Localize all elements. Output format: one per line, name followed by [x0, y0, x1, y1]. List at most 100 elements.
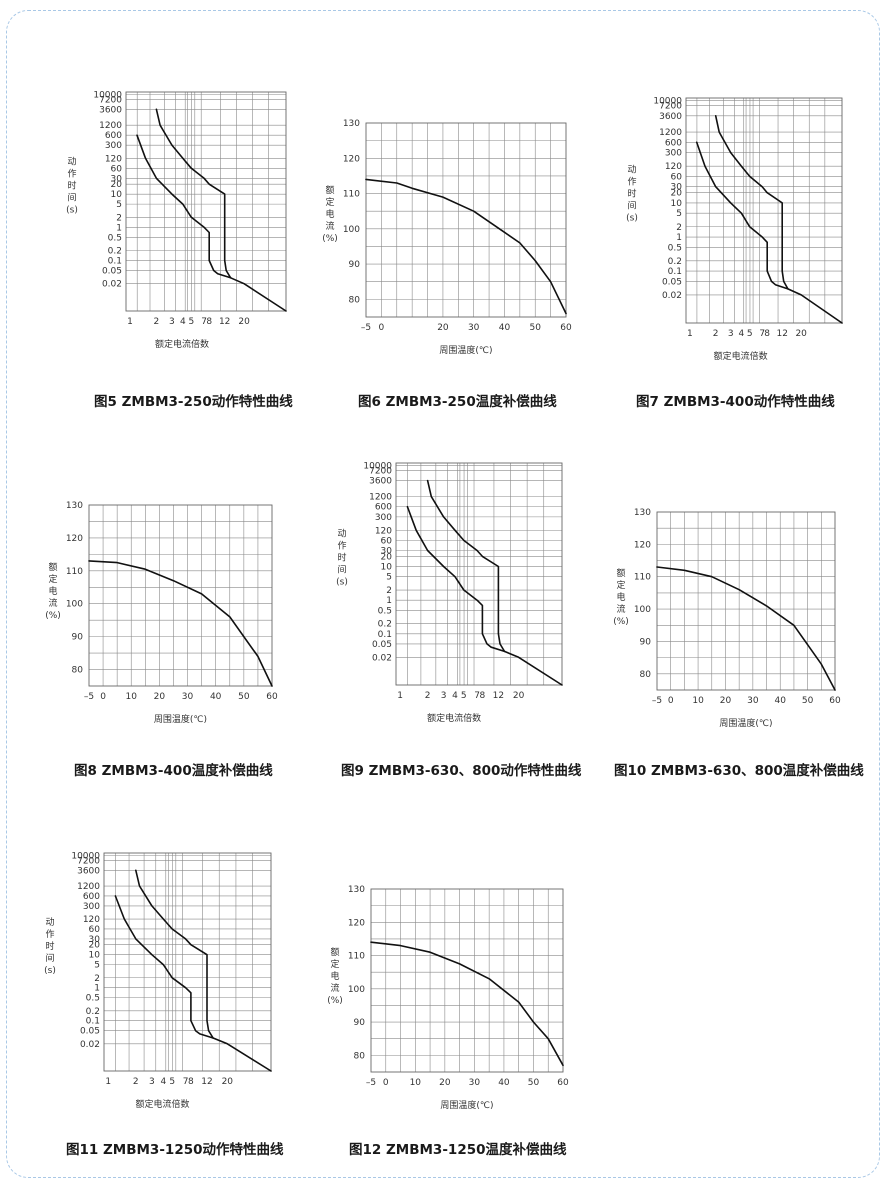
fig9-ytick: 300	[375, 513, 392, 523]
fig5-series-1	[136, 134, 232, 279]
fig5-ytick: 2	[116, 213, 122, 223]
fig5-chart: 10000720036001200600300120603020105210.5…	[66, 91, 293, 410]
fig7-xtick: 7	[759, 329, 765, 339]
fig9-plot-frame	[395, 462, 563, 686]
fig7-xtick: 2	[713, 329, 719, 339]
fig11-ytick: 0.05	[80, 1027, 100, 1037]
fig5-xtick: 20	[238, 317, 250, 327]
fig5-ylabel: (s)	[66, 205, 78, 215]
fig9-ytick: 5	[386, 573, 392, 583]
fig11-ytick: 30	[89, 935, 101, 945]
fig8-ytick: 100	[66, 600, 83, 610]
fig7-xtick: 1	[687, 329, 693, 339]
fig11-ytick: 120	[83, 915, 100, 925]
fig12-chart: 130 120 110 100 90 80 –5 0 10 20 30 40 50 60 周围温度(℃) 额定…	[327, 885, 569, 1158]
fig11-ytick: 2	[94, 974, 100, 984]
fig9-ytick: 1	[386, 596, 392, 606]
fig6-xtick: 0	[379, 323, 385, 333]
fig12-plot-frame	[370, 888, 564, 1073]
fig7-ylabel: 时	[627, 187, 636, 199]
fig10-ylabel: 额	[616, 567, 625, 579]
fig5-ytick: 0.1	[108, 256, 122, 266]
fig12-series-0	[370, 941, 564, 1067]
fig12-ytick: 130	[348, 885, 365, 895]
fig5-ylabel: 间	[67, 191, 76, 203]
fig11-ylabel: 作	[45, 928, 54, 940]
fig6-ytick: 100	[343, 225, 360, 235]
fig7-ytick: 60	[671, 172, 683, 182]
fig11-xtick: 2	[133, 1077, 139, 1087]
fig12-ylabel: 定	[330, 958, 339, 970]
fig12-ytick: 100	[348, 985, 365, 995]
fig8-series-0	[88, 560, 273, 687]
fig9-ytick: 0.1	[378, 630, 392, 640]
fig5-xtick: 2	[154, 317, 160, 327]
fig10-chart: 130 120 110 100 90 80 –5 0 10 20 30 40 50 60 周围温度(℃) 额定…	[613, 508, 864, 779]
fig6-xtick: 50	[530, 323, 542, 333]
fig12-xlabel: 周围温度(℃)	[440, 1099, 493, 1111]
fig12-caption: 图12 ZMBM3-1250温度补偿曲线	[349, 1141, 567, 1158]
fig11-series-0	[135, 869, 272, 1072]
fig11-xtick: 1	[105, 1077, 111, 1087]
fig6-ytick: 110	[343, 190, 360, 200]
fig7-ytick: 10000	[653, 97, 682, 107]
fig5-ytick: 0.2	[108, 246, 122, 256]
fig8-xtick: 10	[126, 692, 138, 702]
fig5-ytick: 7200	[99, 95, 122, 105]
fig5-ylabel: 动	[67, 156, 76, 167]
fig9-xtick: 3	[441, 691, 447, 701]
fig7-ytick: 7200	[659, 102, 682, 112]
fig12-xtick: 30	[469, 1078, 481, 1088]
fig6-chart: 130 120 110 100 90 80 –5 0 20 30 40 50 60 周围温度(℃) 额定电流…	[322, 119, 572, 410]
fig7-ylabel: (s)	[626, 213, 638, 223]
fig12-xtick: 40	[498, 1078, 510, 1088]
fig8-ytick: 120	[66, 534, 83, 544]
fig10-xtick: 0	[668, 696, 674, 706]
fig10-xtick: 30	[747, 696, 759, 706]
fig9-xtick: 4	[452, 691, 458, 701]
fig9-ytick: 120	[375, 526, 392, 536]
fig6-ylabel: 电	[325, 208, 334, 220]
fig7-series-1	[695, 141, 789, 290]
fig6-series-0	[365, 178, 567, 315]
fig7-ytick: 3600	[659, 112, 682, 122]
fig5-plot-frame	[125, 91, 287, 312]
fig12-ylabel: (%)	[327, 996, 343, 1006]
fig8-xlabel: 周围温度(℃)	[154, 713, 207, 725]
fig8-ytick: 90	[72, 633, 84, 643]
fig10-series-0	[656, 566, 836, 691]
fig9-ytick: 0.2	[378, 620, 392, 630]
fig11-xtick: 20	[222, 1077, 234, 1087]
fig7-ytick: 10	[671, 199, 683, 209]
fig11-xtick: 4	[160, 1077, 166, 1087]
fig12-xtick: 60	[557, 1078, 569, 1088]
fig7-ytick: 0.05	[662, 277, 682, 287]
fig12-ytick: 120	[348, 918, 365, 928]
fig5-ytick: 30	[111, 174, 123, 184]
fig11-chart: 10000720036001200600300120603020105210.5…	[44, 852, 284, 1158]
fig10-xtick: 40	[775, 696, 787, 706]
fig10-xtick: 10	[692, 696, 704, 706]
fig12-ytick: 90	[354, 1018, 366, 1028]
fig11-ytick: 20	[89, 941, 101, 951]
fig7-ytick: 30	[671, 183, 683, 193]
fig5-ylabel: 作	[67, 167, 76, 179]
fig7-ytick: 0.1	[668, 267, 682, 277]
fig9-ytick: 2	[386, 586, 392, 596]
fig9-xtick: 1	[397, 691, 403, 701]
fig10-xtick: –5	[652, 696, 662, 706]
fig9-series-0	[426, 479, 563, 686]
fig7-ytick: 0.5	[668, 243, 682, 253]
fig5-ytick: 10000	[93, 91, 122, 101]
fig8-ytick: 130	[66, 501, 83, 511]
fig9-ylabel: 作	[337, 539, 346, 551]
fig11-ytick: 10000	[71, 852, 100, 862]
fig5-xtick: 5	[188, 317, 194, 327]
fig11-xtick: 8	[188, 1077, 194, 1087]
fig7-ytick: 120	[665, 162, 682, 172]
fig11-ytick: 0.2	[86, 1007, 100, 1017]
fig6-xlabel: 周围温度(℃)	[439, 344, 492, 356]
fig8-ylabel: 定	[48, 573, 57, 585]
fig11-ytick: 5	[94, 961, 100, 971]
fig10-plot-frame	[656, 511, 836, 691]
